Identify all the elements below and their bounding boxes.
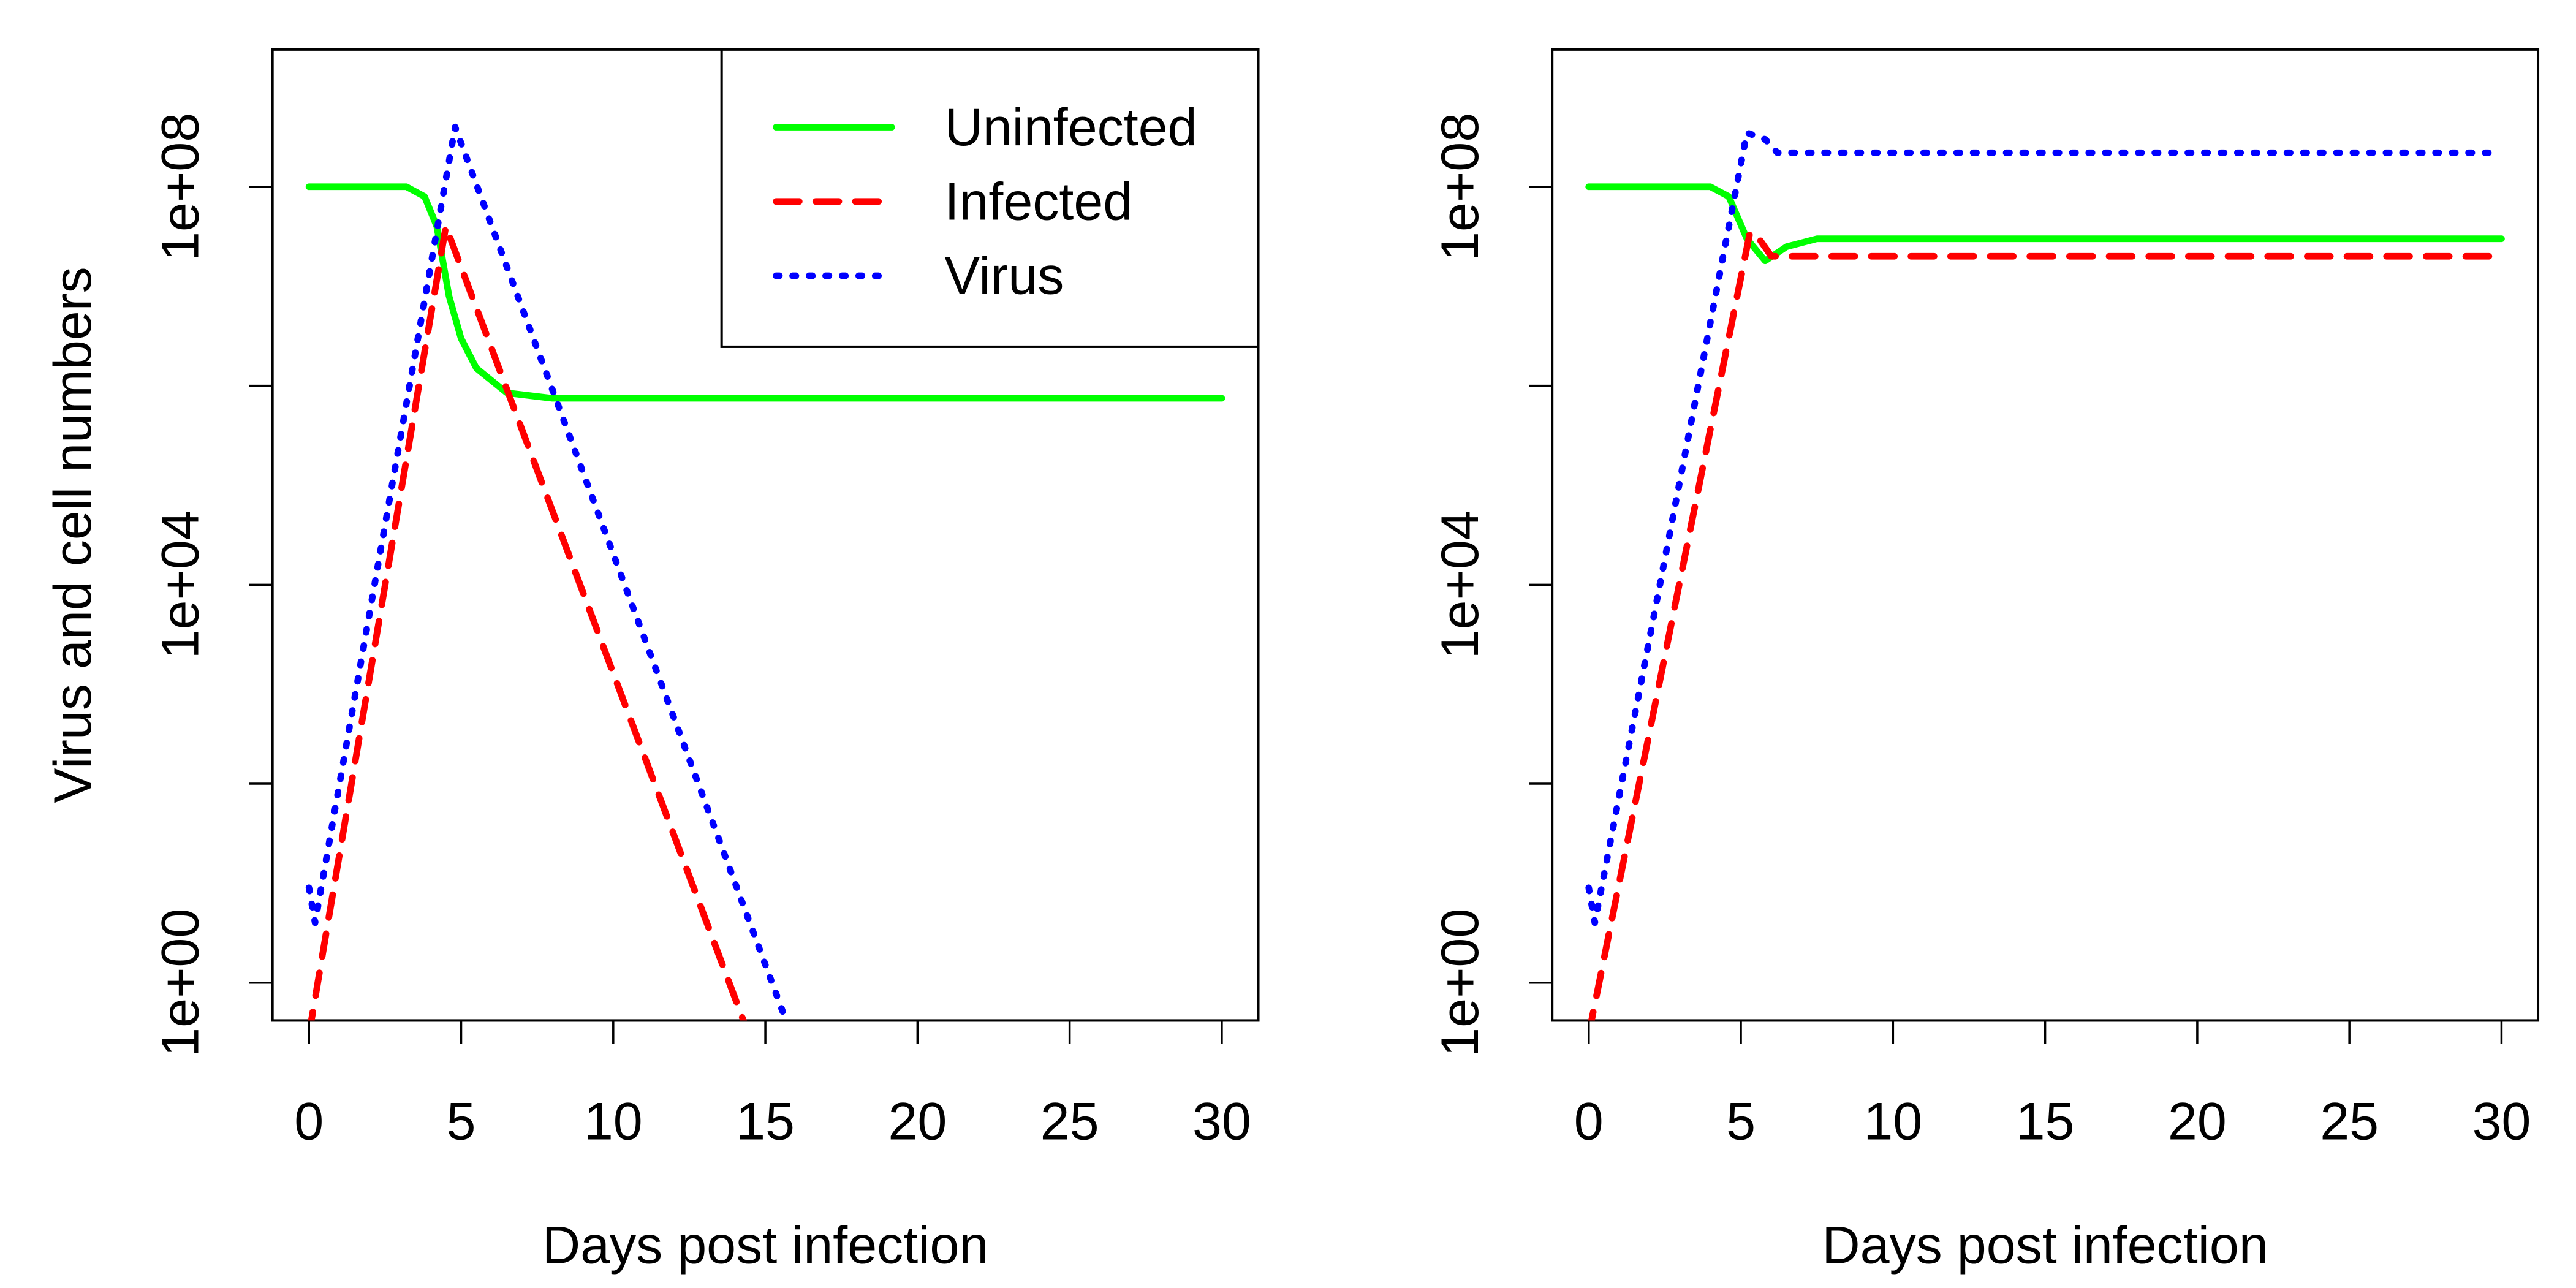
plot-frame <box>1551 48 2540 1022</box>
x-axis-label: Days post infection <box>1822 1216 2268 1275</box>
series-line-virus <box>1585 129 2505 926</box>
x-tick-label: 15 <box>736 1092 795 1151</box>
x-tick-label: 20 <box>2168 1092 2227 1151</box>
x-tick-label: 10 <box>1863 1092 1922 1151</box>
legend-label: Infected <box>944 172 1132 231</box>
series-line-uninfected <box>1585 183 2505 265</box>
x-tick-label: 25 <box>1040 1092 1099 1151</box>
legend-label: Uninfected <box>944 98 1197 157</box>
y-tick-label: 1e+08 <box>1431 113 1490 261</box>
legend-label: Virus <box>944 247 1064 306</box>
x-tick-label: 30 <box>1192 1092 1251 1151</box>
x-tick-label: 5 <box>1726 1092 1756 1151</box>
x-axis-label: Days post infection <box>542 1216 988 1275</box>
y-tick-label: 1e+04 <box>1431 510 1490 659</box>
legend-box <box>720 48 1260 348</box>
x-tick-label: 0 <box>294 1092 324 1151</box>
y-tick-label: 1e+00 <box>151 909 210 1057</box>
x-tick-label: 20 <box>888 1092 947 1151</box>
x-tick-label: 10 <box>584 1092 643 1151</box>
panel-left: 0 5 10 15 20 25 30 Days post infection 1e+00 1e+0… <box>44 48 1260 1275</box>
x-tick-label: 30 <box>2472 1092 2531 1151</box>
panel-right: 0 5 10 15 20 25 30 Days post infection 1e+00 1e+0… <box>1431 48 2540 1275</box>
x-tick-label: 25 <box>2320 1092 2379 1151</box>
x-tick-label: 15 <box>2016 1092 2075 1151</box>
series-line-infected <box>1588 229 2505 1021</box>
series-line-uninfected <box>305 183 1225 402</box>
x-tick-label: 5 <box>447 1092 476 1151</box>
y-tick-label: 1e+08 <box>151 113 210 261</box>
series-line-virus <box>305 123 790 1021</box>
y-tick-label: 1e+04 <box>151 510 210 659</box>
legend: Uninfected Infected Virus <box>720 48 1260 348</box>
x-tick-label: 0 <box>1574 1092 1604 1151</box>
y-axis-label: Virus and cell numbers <box>44 267 102 803</box>
series-line-infected <box>308 223 747 1021</box>
y-tick-label: 1e+00 <box>1431 909 1490 1057</box>
